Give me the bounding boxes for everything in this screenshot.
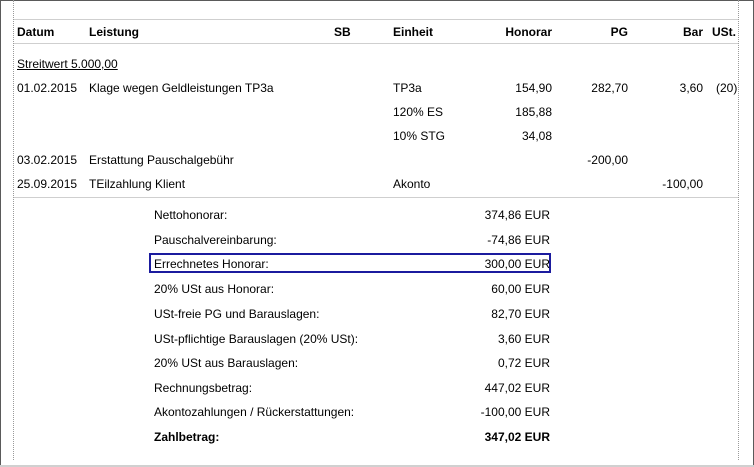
summary-label: USt-freie PG und Barauslagen: bbox=[154, 307, 320, 321]
row-einheit: TP3a bbox=[393, 81, 422, 95]
row-leistung: Erstattung Pauschalgebühr bbox=[89, 153, 234, 167]
row-einheit: 10% STG bbox=[393, 129, 446, 143]
summary-value: 3,60 EUR bbox=[497, 332, 550, 346]
summary-value: 82,70 EUR bbox=[491, 307, 550, 321]
header-pg: PG bbox=[610, 25, 628, 39]
header-ust: USt. bbox=[712, 25, 736, 39]
summary-value: 447,02 EUR bbox=[484, 381, 550, 395]
summary-label: Akontozahlungen / Rückerstattungen: bbox=[154, 405, 355, 419]
header-sb: SB bbox=[334, 25, 351, 39]
row-pg: -200,00 bbox=[587, 153, 628, 167]
row-ust: (20) bbox=[716, 81, 738, 95]
summary-value: 60,00 EUR bbox=[491, 282, 550, 296]
row-leistung: TEilzahlung Klient bbox=[89, 177, 186, 191]
zahlbetrag-label: Zahlbetrag: bbox=[154, 430, 220, 444]
header-leistung: Leistung bbox=[89, 25, 139, 39]
summary-rule bbox=[14, 197, 738, 198]
header-einheit: Einheit bbox=[393, 25, 434, 39]
row-honorar: 154,90 bbox=[515, 81, 552, 95]
header-datum: Datum bbox=[17, 25, 55, 39]
top-rule bbox=[14, 19, 738, 20]
summary-label: Rechnungsbetrag: bbox=[154, 381, 253, 395]
row-honorar: 34,08 bbox=[521, 129, 552, 143]
summary-label: 20% USt aus Barauslagen: bbox=[154, 356, 299, 370]
row-datum: 01.02.2015 bbox=[17, 81, 78, 95]
header-rule bbox=[14, 43, 738, 44]
summary-value: -100,00 EUR bbox=[480, 405, 550, 419]
header-honorar: Honorar bbox=[505, 25, 552, 39]
streitwert-label: Streitwert 5.000,00 bbox=[17, 57, 118, 71]
summary-label: Pauschalvereinbarung: bbox=[154, 233, 277, 247]
errechnetes-honorar-highlight bbox=[149, 253, 551, 273]
summary-label: USt-pflichtige Barauslagen (20% USt): bbox=[154, 332, 359, 346]
row-leistung: Klage wegen Geldleistungen TP3a bbox=[89, 81, 274, 95]
summary-value: -74,86 EUR bbox=[487, 233, 550, 247]
row-datum: 25.09.2015 bbox=[17, 177, 78, 191]
right-dotted-border bbox=[738, 0, 739, 460]
summary-label: Nettohonorar: bbox=[154, 208, 228, 222]
zahlbetrag-value: 347,02 EUR bbox=[484, 430, 550, 444]
summary-value: 0,72 EUR bbox=[497, 356, 550, 370]
row-datum: 03.02.2015 bbox=[17, 153, 78, 167]
row-honorar: 185,88 bbox=[515, 105, 552, 119]
left-dotted-border bbox=[13, 0, 14, 460]
panel-shadow bbox=[0, 465, 754, 467]
summary-value: 300,00 EUR bbox=[484, 257, 550, 271]
header-bar: Bar bbox=[682, 25, 703, 39]
row-einheit: Akonto bbox=[393, 177, 431, 191]
row-pg: 282,70 bbox=[591, 81, 628, 95]
row-bar: 3,60 bbox=[679, 81, 703, 95]
row-bar: -100,00 bbox=[662, 177, 703, 191]
summary-label: 20% USt aus Honorar: bbox=[154, 282, 275, 296]
row-einheit: 120% ES bbox=[393, 105, 444, 119]
summary-label: Errechnetes Honorar: bbox=[154, 257, 269, 271]
summary-value: 374,86 EUR bbox=[484, 208, 550, 222]
